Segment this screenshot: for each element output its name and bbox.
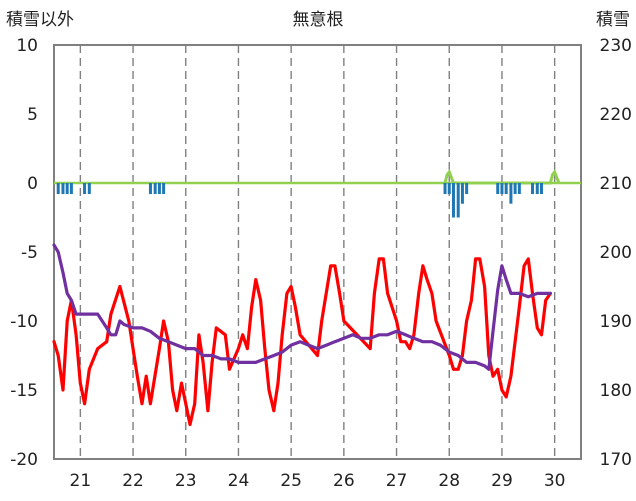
precip-negative-bar (504, 183, 508, 195)
x-tick-label: 22 (122, 471, 144, 491)
left-tick-label: -20 (10, 450, 38, 470)
x-tick-label: 29 (491, 471, 513, 491)
precip-negative-bar (531, 183, 535, 195)
left-tick-label: 10 (16, 36, 38, 56)
precip-negative-bar (443, 183, 447, 195)
precip-negative-bar (65, 183, 69, 195)
precip-negative-bar (153, 183, 157, 195)
left-tick-label: 0 (27, 174, 38, 194)
right-tick-label: 170 (600, 450, 632, 470)
plot-frame (53, 44, 582, 460)
temperature-line (52, 257, 553, 427)
right-axis-title: 積雪 (596, 10, 630, 30)
precip-negative-bar (61, 183, 65, 195)
x-tick-label: 26 (333, 471, 355, 491)
left-tick-label: -5 (21, 243, 38, 263)
right-tick-label: 200 (600, 243, 632, 263)
precip-bars (56, 169, 561, 218)
precip-negative-bar (87, 183, 91, 195)
x-tick-label: 23 (175, 471, 197, 491)
right-tick-label: 210 (600, 174, 632, 194)
x-tick-label: 28 (438, 471, 460, 491)
precip-negative-bar (500, 183, 504, 195)
precip-negative-bar (539, 183, 543, 195)
precip-negative-bar (83, 183, 87, 195)
precip-negative-bar (456, 183, 460, 218)
right-tick-label: 230 (600, 36, 632, 56)
x-tick-label: 21 (70, 471, 92, 491)
left-tick-label: 5 (27, 105, 38, 125)
right-tick-label: 220 (600, 105, 632, 125)
precip-negative-bar (447, 183, 451, 195)
precip-negative-bar (56, 183, 60, 195)
precip-negative-bar (460, 183, 464, 204)
x-tick-label: 30 (544, 471, 566, 491)
precip-negative-bar (517, 183, 521, 195)
x-tick-label: 25 (280, 471, 302, 491)
precip-negative-bar (69, 183, 73, 195)
left-tick-label: -15 (10, 381, 38, 401)
precip-negative-bar (162, 183, 166, 195)
precip-negative-bar (535, 183, 539, 195)
axis-ticks: 10 5 0 -5 -10 -15 -20 230 220 210 200 190 180 170 21 22… (10, 36, 632, 491)
precip-negative-bar (148, 183, 152, 195)
precip-negative-bar (496, 183, 500, 195)
chart-title: 無意根 (293, 10, 344, 30)
left-tick-label: -10 (10, 312, 38, 332)
x-tick-label: 27 (386, 471, 408, 491)
x-tick-label: 24 (228, 471, 250, 491)
right-tick-label: 190 (600, 312, 632, 332)
precip-negative-bar (451, 183, 455, 218)
right-tick-label: 180 (600, 381, 632, 401)
precip-negative-bar (465, 183, 469, 195)
snow-depth-line (52, 243, 553, 371)
precip-negative-bar (509, 183, 513, 204)
left-axis-title: 積雪以外 (6, 10, 74, 30)
series-lines (52, 243, 553, 427)
precip-negative-bar (157, 183, 161, 195)
precip-negative-bar (513, 183, 517, 195)
